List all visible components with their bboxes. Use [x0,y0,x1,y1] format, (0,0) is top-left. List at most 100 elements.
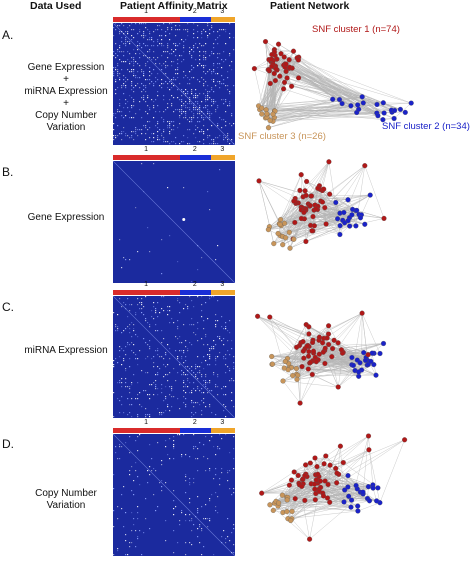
patient-node [380,117,386,123]
patient-node [356,106,362,112]
patient-node [312,354,318,360]
patient-node [283,68,289,74]
patient-node [342,220,348,226]
patient-node [345,484,351,490]
patient-node [267,117,273,123]
patient-node [408,100,414,106]
patient-node [269,353,275,360]
patient-node [275,41,282,47]
patient-node [267,314,273,320]
patient-node [392,107,398,114]
patient-node [295,472,301,479]
patient-node [292,219,298,226]
patient-node [303,192,309,198]
cluster-bar-segment [113,155,181,160]
patient-node [315,471,321,477]
cluster-bar-segment [210,290,235,295]
patient-node [309,371,315,378]
patient-node [313,206,319,212]
patient-node [307,203,313,209]
patient-node [345,197,351,203]
patient-node [320,340,326,346]
patient-node [305,366,311,372]
matrix-heatmap [113,296,235,418]
patient-node [321,186,327,192]
patient-node [287,64,293,70]
patient-node [259,111,265,117]
patient-node [267,502,273,508]
patient-node [348,103,354,109]
patient-node [312,486,318,492]
patient-node [312,455,318,461]
patient-node [334,470,340,476]
patient-node [337,231,343,238]
patient-node [360,100,366,106]
patient-network-b [256,159,387,251]
patient-node [340,460,346,466]
patient-node [289,83,295,89]
patient-network-d [259,433,408,542]
patient-node [284,497,290,503]
patient-node [267,80,273,87]
patient-node [402,437,408,443]
patient-node [338,347,344,353]
patient-node [327,191,333,197]
patient-node [313,477,319,483]
patient-node [256,178,262,184]
patient-node [346,493,352,499]
patient-node [302,188,308,194]
patient-node [356,373,362,379]
patient-node [301,209,307,215]
panel-letter: B. [2,165,14,179]
data-line: Variation [46,122,86,133]
patient-node [357,360,363,366]
data-line: miRNA Expression [24,86,108,97]
patient-node [265,227,271,233]
patient-node [288,477,295,483]
patient-node [307,536,313,542]
cluster-bar-segment [113,428,181,433]
patient-node [281,79,288,85]
patient-node [331,337,337,343]
patient-node [306,349,312,355]
matrix-heatmap [113,23,235,145]
patient-node [348,504,354,510]
patient-node [262,39,269,45]
cluster-number: 1 [144,419,149,426]
patient-node [264,111,270,117]
cluster-bar: 1 2 3 [113,419,235,433]
data-line: miRNA Expression [24,345,108,356]
data-line: Copy Number [35,488,97,499]
patient-node [355,503,361,509]
patient-node [288,517,294,524]
patient-node [362,221,368,227]
patient-node [320,493,327,499]
patient-node [380,340,387,347]
data-used-label: Gene Expression + miRNA Expression + Cop… [18,62,114,134]
patient-node [375,485,381,491]
patient-node [290,373,296,379]
patient-node [313,359,319,365]
network-label-cluster3: SNF cluster 3 (n=26) [238,131,326,142]
patient-node [316,334,322,340]
patient-node [311,223,317,229]
patient-node [365,433,372,439]
patient-node [271,70,277,77]
patient-node [307,460,313,466]
patient-node [367,192,373,198]
patient-node [280,378,286,384]
cluster-number: 2 [192,146,197,153]
patient-node [259,105,265,111]
patient-node [341,499,347,505]
cluster-bar-segment [210,155,235,160]
patient-node [270,111,276,117]
panel-letter: C. [2,300,14,314]
data-used-label: Copy Number Variation [18,488,114,512]
patient-node [299,483,305,489]
patient-node [283,61,289,67]
patient-network-c [255,310,387,406]
patient-node [402,109,408,115]
patient-node [347,223,353,229]
network-label-cluster1: SNF cluster 1 (n=74) [312,24,400,35]
patient-node [268,56,275,62]
